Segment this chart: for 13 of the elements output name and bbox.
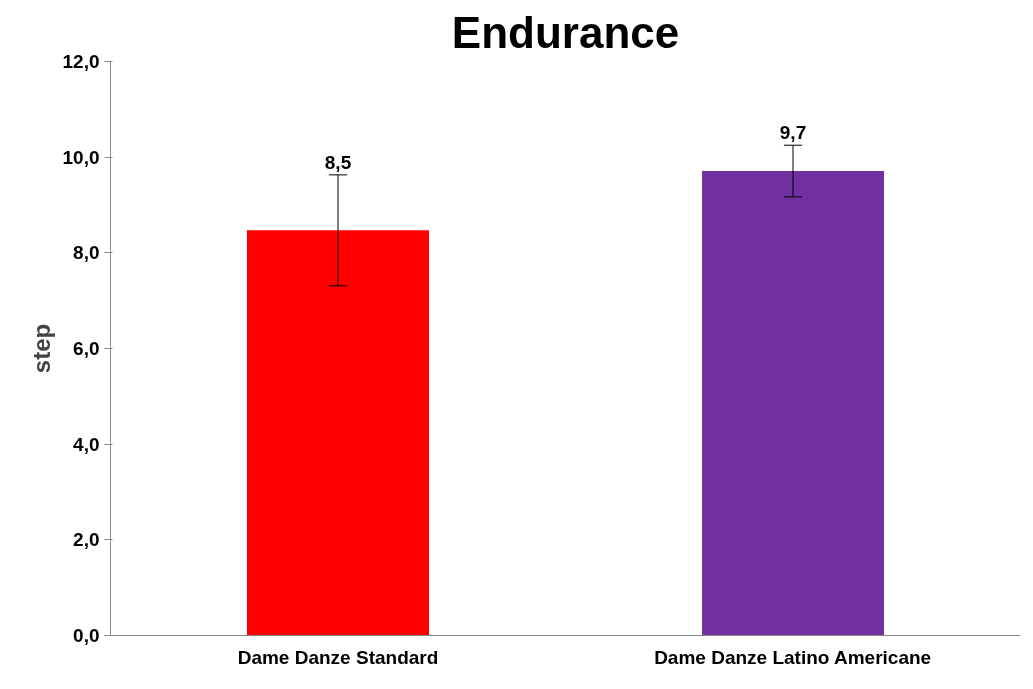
y-tick-label: 6,0 [73, 338, 100, 359]
data-label: 9,7 [779, 122, 807, 144]
data-label: 8,5 [324, 151, 352, 173]
x-tick-label: Dame Danze Standard [237, 646, 439, 668]
y-tick-label: 4,0 [73, 433, 100, 455]
x-tick-label: Dame Danze Latino Americane [654, 646, 932, 668]
y-tick-label: 0,0 [73, 625, 100, 646]
y-tick-label: 12,0 [62, 51, 100, 72]
y-tick-label: 2,0 [73, 529, 100, 551]
chart-title: Endurance [451, 7, 680, 57]
y-tick-label: 8,0 [73, 242, 100, 264]
y-tick-label: 10,0 [62, 146, 100, 168]
y-axis-title: step [27, 323, 55, 374]
